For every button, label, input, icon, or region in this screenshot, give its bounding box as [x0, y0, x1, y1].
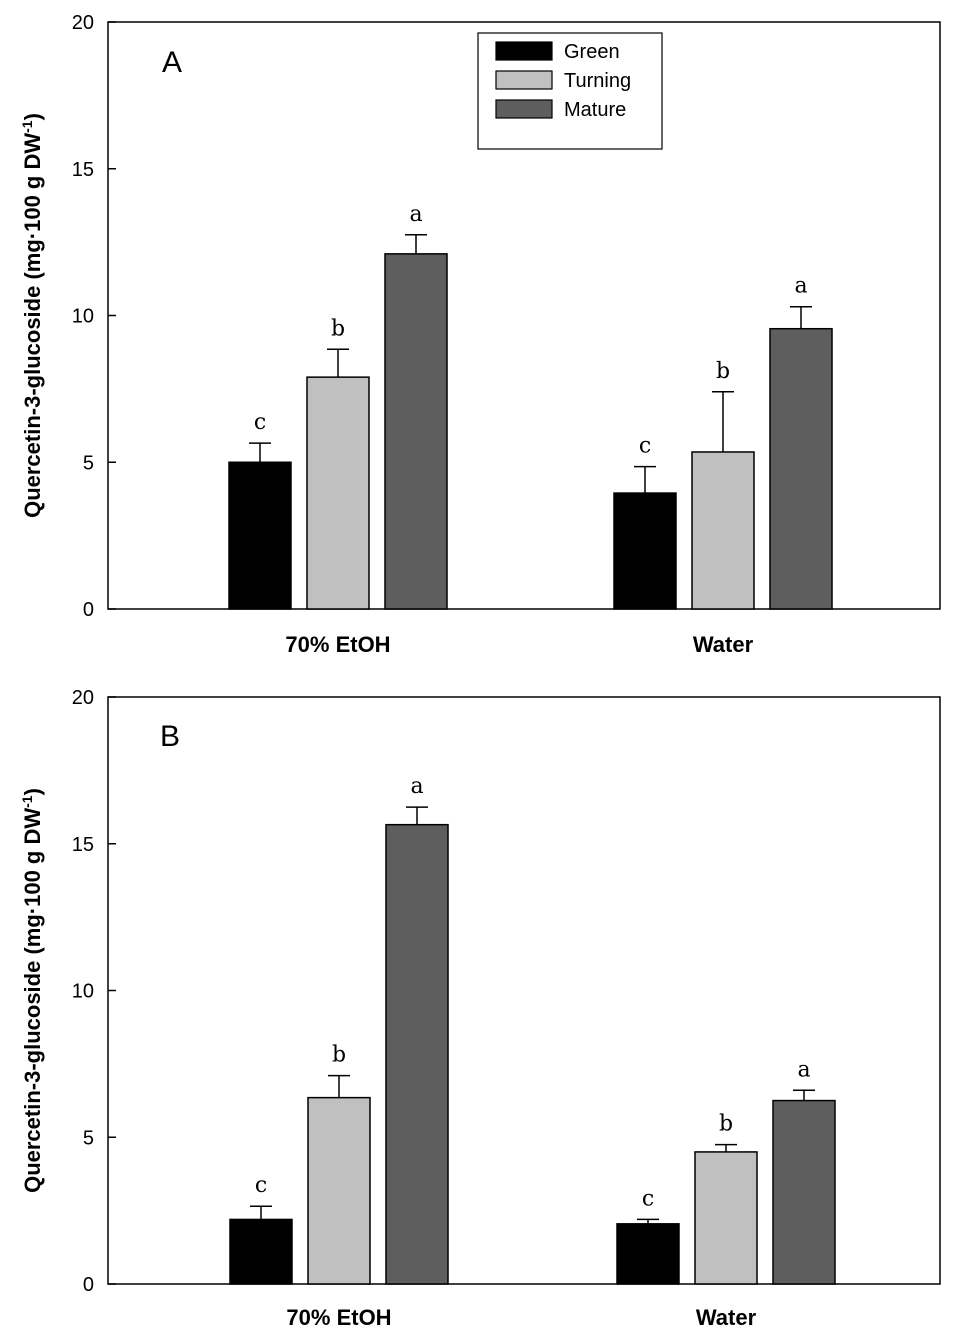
x-category-label: 70% EtOH	[285, 632, 390, 657]
significance-letter: a	[410, 774, 423, 799]
significance-letter: b	[719, 1112, 733, 1137]
bar-mature-water	[772, 1099, 836, 1285]
significance-letter: a	[409, 202, 422, 227]
x-category-label: Water	[696, 1305, 757, 1330]
significance-letter: c	[254, 410, 266, 435]
y-tick-label: 20	[72, 12, 94, 34]
legend-swatch-green	[495, 41, 553, 61]
x-category-label: Water	[693, 632, 754, 657]
significance-letter: b	[716, 359, 730, 384]
y-axis-label: Quercetin-3-glucoside (mg·100 g DW-1)	[19, 788, 45, 1193]
legend-box	[477, 32, 663, 150]
bar-green-etoh	[229, 1218, 293, 1285]
legend-label-green: Green	[564, 41, 620, 63]
y-axis-label-close: )	[20, 788, 45, 795]
y-axis-label: Quercetin-3-glucoside (mg·100 g DW-1)	[19, 113, 45, 518]
legend-swatch-mature	[495, 99, 553, 119]
y-axis-label-close: )	[20, 113, 45, 120]
y-tick-label: 15	[72, 834, 94, 856]
significance-letter: c	[642, 1186, 654, 1211]
bar-turning-etoh	[307, 1096, 371, 1285]
bar-mature-water	[769, 327, 833, 610]
y-tick-label: 10	[72, 306, 94, 328]
bar-green-water	[613, 492, 677, 610]
significance-letter: b	[332, 1043, 346, 1068]
bar-turning-water	[691, 451, 755, 610]
chart-panel-b: 0 5 10 15 20 Quercetin-3-glucoside (mg·100 g …	[19, 687, 941, 1330]
y-tick-label: 15	[72, 159, 94, 181]
y-tick-label: 0	[83, 1274, 94, 1296]
legend-label-mature: Mature	[564, 99, 626, 121]
bar-green-etoh	[228, 461, 292, 610]
chart-panel-a: 0 5 10 15 20 Quercetin-3-glucoside (mg·100 g …	[19, 12, 941, 657]
bar-turning-etoh	[306, 376, 370, 610]
y-tick-label: 5	[83, 452, 94, 474]
bar-turning-water	[694, 1151, 758, 1285]
panel-letter: A	[162, 46, 182, 79]
x-category-label: 70% EtOH	[286, 1305, 391, 1330]
y-axis-label-sup: -1	[19, 795, 35, 808]
significance-letter: a	[797, 1057, 810, 1082]
legend-label-turning: Turning	[564, 70, 631, 92]
bar-mature-etoh	[384, 253, 448, 610]
significance-letter: c	[639, 434, 651, 459]
y-axis-label-main: Quercetin-3-glucoside (mg·100 g DW	[20, 133, 45, 518]
y-tick-label: 5	[83, 1127, 94, 1149]
significance-letter: c	[255, 1173, 267, 1198]
bar-mature-etoh	[385, 823, 449, 1285]
significance-letter: a	[794, 274, 807, 299]
y-tick-label: 10	[72, 981, 94, 1003]
y-axis-label-main: Quercetin-3-glucoside (mg·100 g DW	[20, 808, 45, 1193]
y-tick-label: 20	[72, 687, 94, 709]
bar-green-water	[616, 1223, 680, 1285]
legend-swatch-turning	[495, 70, 553, 90]
y-tick-label: 0	[83, 599, 94, 621]
legend: Green Turning Mature	[477, 32, 663, 150]
significance-letter: b	[331, 316, 345, 341]
y-axis-label-sup: -1	[19, 120, 35, 133]
panel-letter: B	[160, 720, 180, 753]
